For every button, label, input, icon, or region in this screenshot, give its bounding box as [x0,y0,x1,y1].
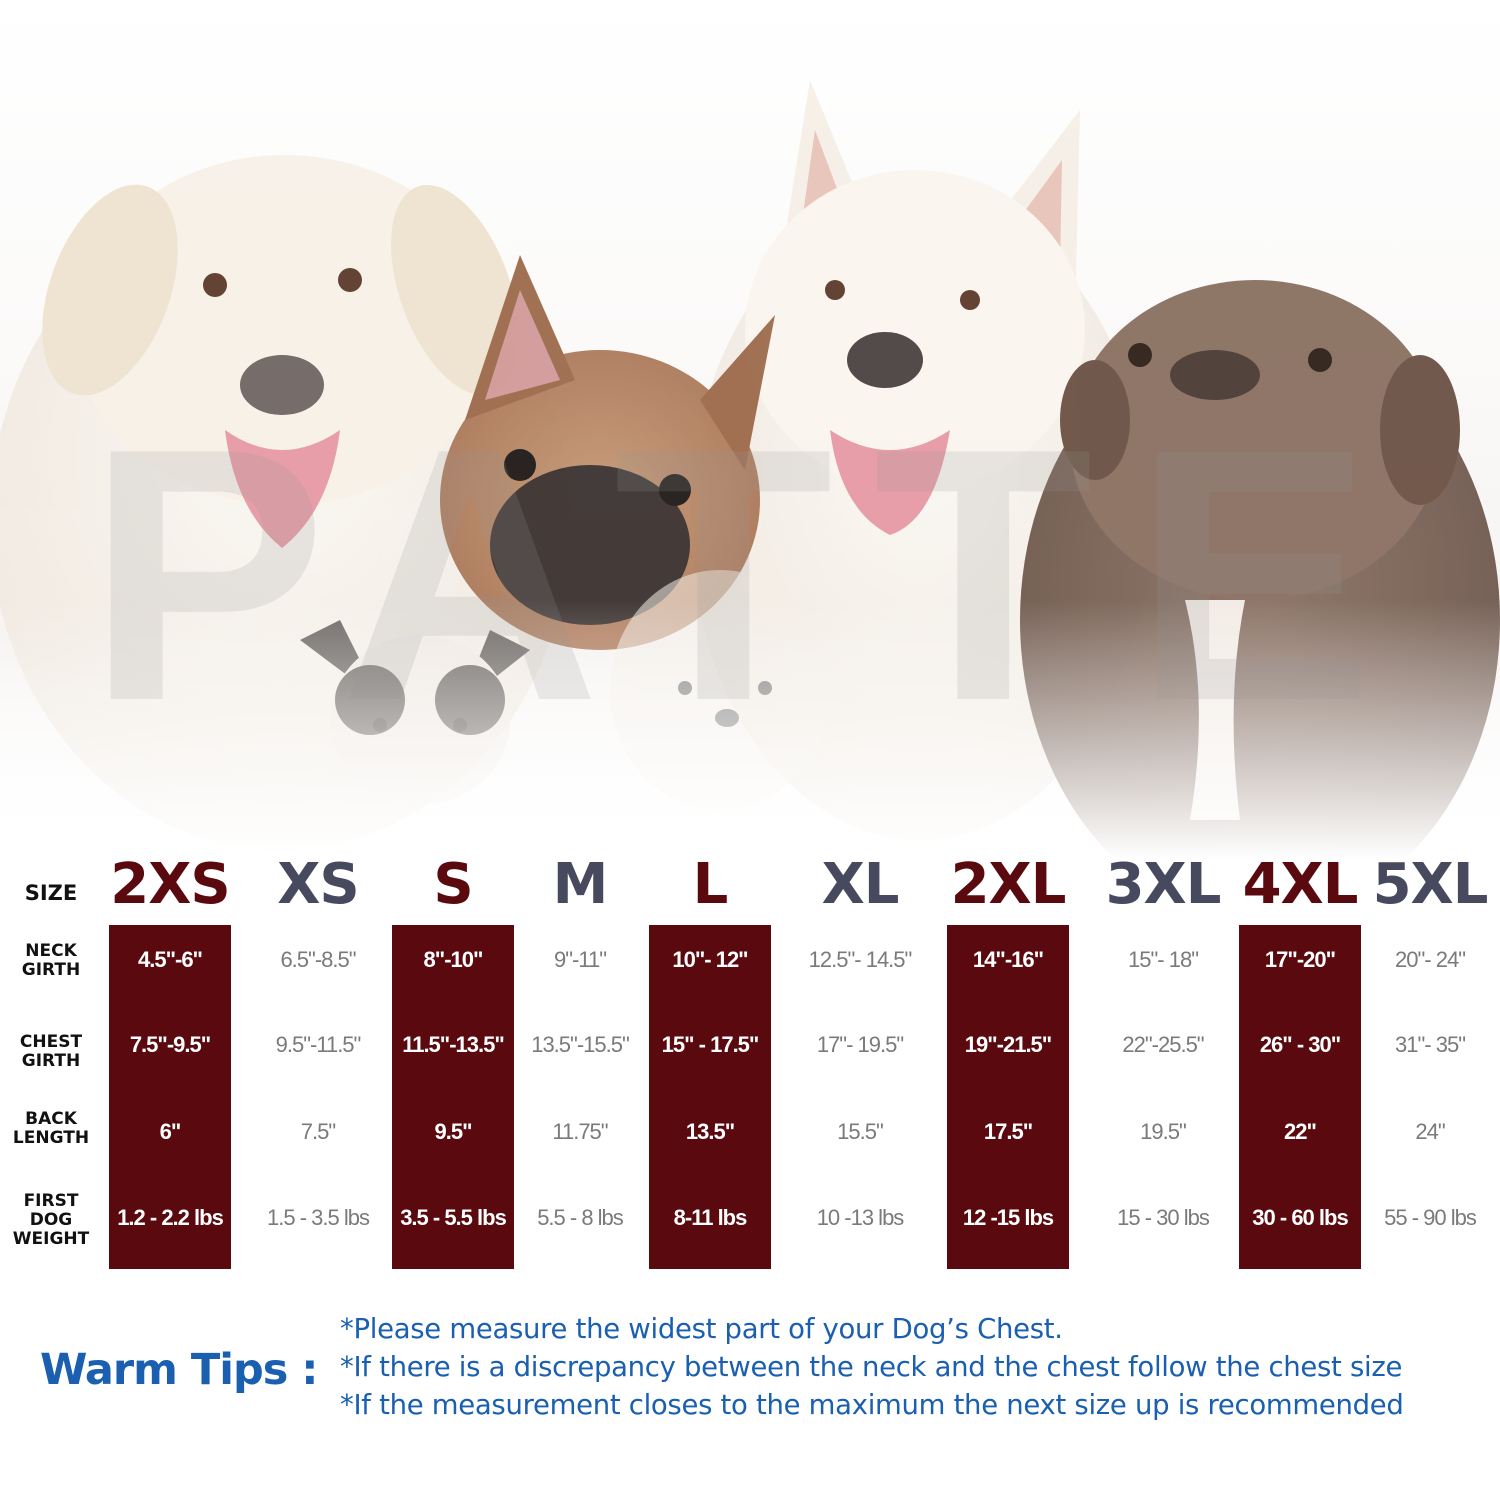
warm-tips-list: *Please measure the widest part of your … [340,1310,1404,1424]
size-cell-back: 17.5" [983,1119,1033,1144]
size-cell-neck: 17"-20" [1264,947,1336,972]
size-cell-weight: 8-11 lbs [673,1205,748,1230]
size-heading: XS [277,852,360,917]
size-cell-chest: 22"-25.5" [1122,1032,1204,1057]
size-cell-back: 6" [159,1119,182,1144]
size-cell-back: 13.5" [685,1119,735,1144]
size-cell-back: 19.5" [1140,1119,1187,1144]
size-cell-neck: 6.5"-8.5" [280,947,356,972]
warm-tip-item: *Please measure the widest part of your … [340,1313,1063,1345]
dog-photo-background: PATTE [0,0,1500,860]
dogs-illustration [0,80,1500,860]
size-column-highlight [392,925,514,1269]
size-cell-chest: 9.5"-11.5" [275,1032,362,1057]
size-cell-neck: 12.5"- 14.5" [808,947,913,972]
size-cell-back: 24" [1415,1119,1445,1144]
size-cell-chest: 17"- 19.5" [816,1032,904,1057]
size-column-highlight [109,925,231,1269]
size-heading: 5XL [1372,852,1489,917]
size-heading: L [692,852,729,917]
row-label-back-length: BACK LENGTH [12,1109,90,1148]
size-cell-chest: 7.5"-9.5" [129,1032,211,1057]
size-heading: 2XL [950,852,1067,917]
size-column-highlight [649,925,771,1269]
size-cell-back: 22" [1284,1119,1317,1144]
size-heading: 2XS [110,852,230,917]
size-cell-back: 7.5" [300,1119,336,1144]
size-cell-weight: 12 -15 lbs [962,1205,1054,1230]
size-cell-back: 11.75" [552,1119,608,1144]
size-heading: S [433,852,473,917]
size-cell-neck: 15"- 18" [1128,947,1199,972]
size-cell-chest: 19"-21.5" [964,1032,1052,1057]
warm-tips-title: Warm Tips : [40,1345,319,1395]
size-cell-back: 15.5" [837,1119,884,1144]
size-cell-weight: 15 - 30 lbs [1117,1205,1210,1230]
size-cell-neck: 14"-16" [972,947,1044,972]
size-cell-back: 9.5" [434,1119,472,1144]
size-cell-neck: 8"-10" [423,947,484,972]
brand-watermark: PATTE [86,374,1414,776]
size-cell-chest: 31"- 35" [1395,1032,1466,1057]
size-heading: XL [821,852,900,917]
size-cell-neck: 20"- 24" [1395,947,1466,972]
row-label-size: SIZE [24,881,78,905]
size-cell-weight: 55 - 90 lbs [1384,1205,1477,1230]
size-cell-weight: 1.5 - 3.5 lbs [267,1205,370,1230]
warm-tip-item: *If the measurement closes to the maximu… [340,1389,1404,1421]
size-cell-chest: 15" - 17.5" [661,1032,760,1057]
size-cell-neck: 10"- 12" [672,947,748,972]
size-heading: 4XL [1242,852,1359,917]
size-cell-weight: 1.2 - 2.2 lbs [117,1205,224,1230]
warm-tip-item: *If there is a discrepancy between the n… [340,1351,1403,1383]
size-column-highlight [947,925,1069,1269]
size-cell-weight: 3.5 - 5.5 lbs [400,1205,507,1230]
size-cell-weight: 5.5 - 8 lbs [537,1205,624,1230]
size-cell-weight: 30 - 60 lbs [1252,1205,1348,1230]
size-column-highlight [1239,925,1361,1269]
size-cell-weight: 10 -13 lbs [816,1205,905,1230]
french-bulldog [440,255,775,650]
size-cell-chest: 11.5"-13.5" [402,1032,505,1057]
size-chart: SIZE NECK GIRTH CHEST GIRTH BACK LENGTH FIR… [0,850,1500,1280]
size-cell-chest: 26" - 30" [1259,1032,1341,1057]
size-cell-neck: 4.5"-6" [137,947,203,972]
size-heading: M [552,852,609,917]
size-heading: 3XL [1105,852,1222,917]
row-label-neck-girth: NECK GIRTH [21,941,81,980]
size-cell-neck: 9"-11" [553,947,607,972]
row-label-chest-girth: CHEST GIRTH [19,1032,83,1071]
row-label-dog-weight: FIRST DOG WEIGHT [12,1191,90,1249]
size-cell-chest: 13.5"-15.5" [531,1032,630,1057]
